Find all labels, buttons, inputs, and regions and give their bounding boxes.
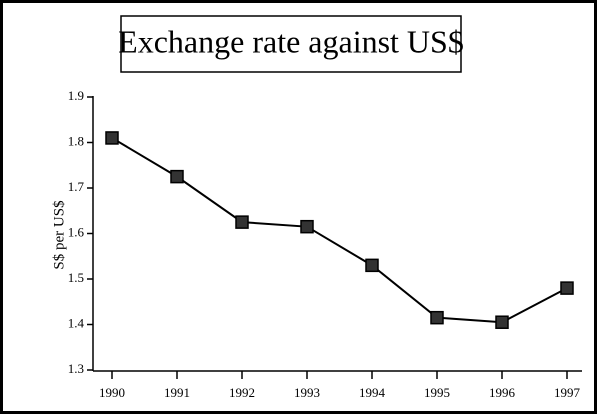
marker bbox=[105, 131, 119, 145]
chart-title: Exchange rate against US$ bbox=[118, 23, 464, 59]
y-tick-label: 1.7 bbox=[68, 179, 85, 194]
marker bbox=[300, 219, 314, 234]
x-tick-label: 1995 bbox=[424, 385, 450, 400]
x-tick-label: 1994 bbox=[359, 385, 386, 400]
y-tick-label: 1.5 bbox=[68, 270, 84, 285]
x-tick-label: 1990 bbox=[99, 385, 125, 400]
marker bbox=[430, 310, 444, 325]
marker bbox=[365, 258, 379, 273]
x-tick-label: 1993 bbox=[294, 385, 320, 400]
marker bbox=[495, 315, 509, 329]
marker bbox=[560, 281, 574, 295]
marker bbox=[235, 215, 249, 229]
title-box bbox=[120, 15, 462, 73]
x-tick-label: 1997 bbox=[554, 385, 581, 400]
y-axis-label: S$ per US$ bbox=[51, 200, 67, 270]
line bbox=[111, 137, 568, 324]
y-tick-label: 1.8 bbox=[68, 133, 84, 148]
x-tick-label: 1992 bbox=[229, 385, 255, 400]
y-tick-label: 1.6 bbox=[68, 224, 85, 239]
y-tick-label: 1.3 bbox=[68, 361, 84, 376]
y-tick-label: 1.9 bbox=[68, 88, 84, 103]
marker bbox=[170, 169, 184, 184]
y-tick-label: 1.4 bbox=[68, 315, 85, 330]
x-tick-label: 1991 bbox=[164, 385, 190, 400]
x-tick-label: 1996 bbox=[489, 385, 516, 400]
